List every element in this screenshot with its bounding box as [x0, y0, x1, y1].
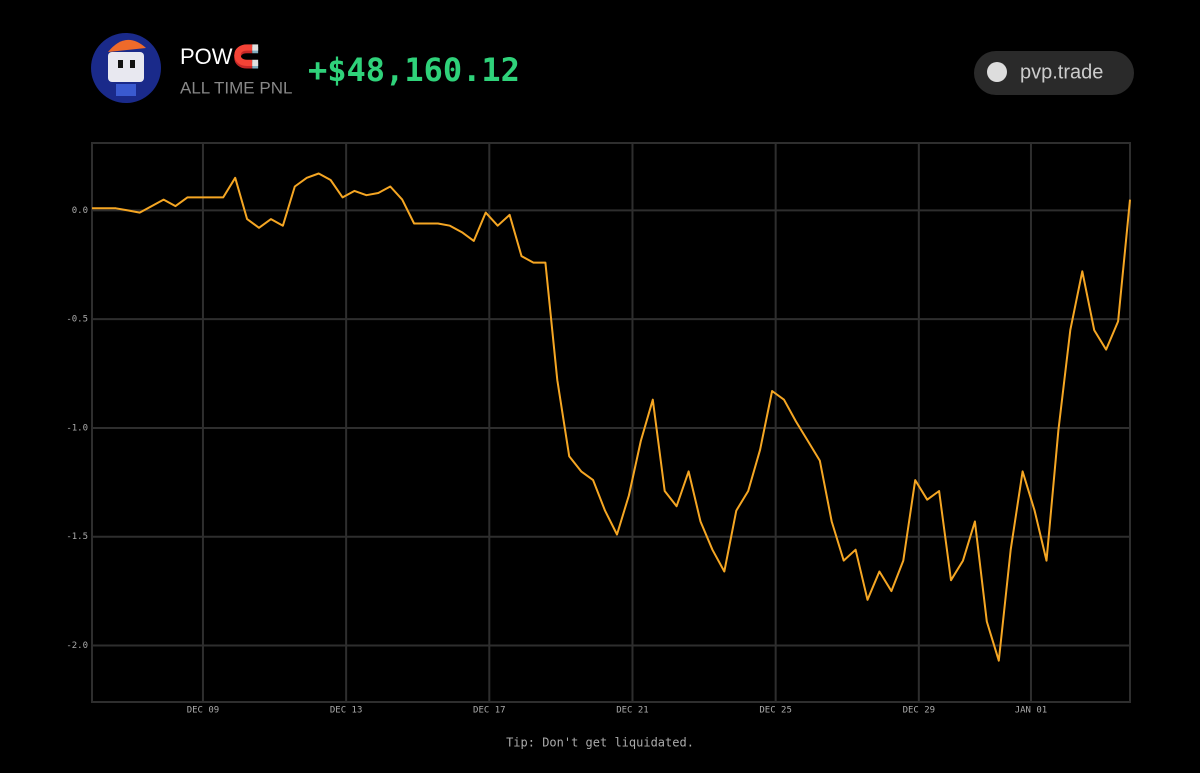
- y-tick-label: -1.5: [66, 532, 88, 542]
- badge-text: pvp.trade: [1020, 61, 1103, 83]
- y-tick-label: -0.5: [66, 315, 88, 325]
- x-tick-label: DEC 21: [616, 706, 649, 716]
- x-tick-label: DEC 25: [759, 706, 792, 716]
- x-tick-label: JAN 01: [1015, 706, 1048, 716]
- x-tick-label: DEC 17: [473, 706, 506, 716]
- pnl-label: ALL TIME PNL: [180, 78, 292, 97]
- tip: Tip: Don't get liquidated.: [506, 736, 694, 750]
- y-tick-label: -2.0: [66, 641, 88, 651]
- avatar: [91, 33, 161, 103]
- plot: 0.0 -0.5 -1.0 -1.5 -2.0 DEC 09 DEC 13 DEC 17 DEC…: [66, 143, 1131, 716]
- pnl-line: [92, 172, 1131, 662]
- y-tick-label: 0.0: [72, 206, 88, 216]
- username: POW🧲: [180, 44, 260, 69]
- x-tick-label: DEC 13: [330, 706, 363, 716]
- x-tick-label: DEC 29: [903, 706, 936, 716]
- badge-icon: [987, 62, 1007, 82]
- x-tick-label: DEC 09: [187, 706, 220, 716]
- badge: [974, 51, 1134, 95]
- y-tick-label: -1.0: [66, 423, 88, 433]
- pnl-value: +$48,160.12: [308, 51, 520, 89]
- plot-frame: [91, 142, 1131, 703]
